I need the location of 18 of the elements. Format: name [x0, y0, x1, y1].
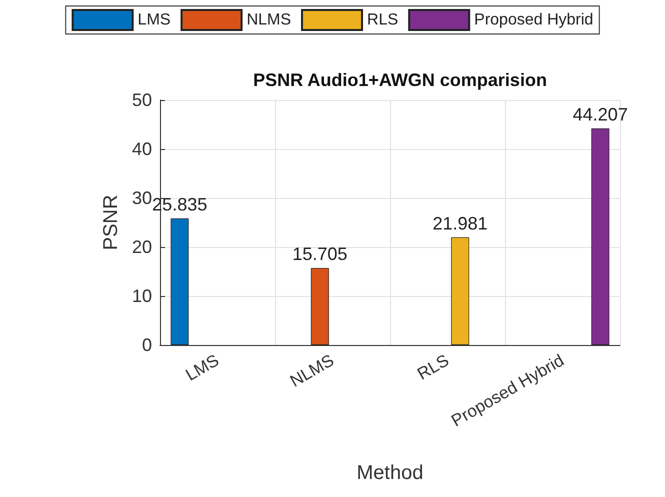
x-axis-title: Method [356, 462, 424, 484]
y-tick-label: 10 [132, 286, 152, 306]
legend-label: LMS [138, 12, 171, 28]
legend-label: Proposed Hybrid [474, 12, 594, 28]
y-tick-label: 30 [132, 188, 152, 208]
data-label: 15.705 [292, 244, 348, 264]
y-tick-label: 0 [142, 335, 152, 355]
y-tick-label: 40 [132, 139, 152, 159]
chart-title: PSNR Audio1+AWGN comparision [253, 70, 547, 90]
legend-label: NLMS [246, 12, 292, 28]
y-tick-label: 50 [132, 90, 152, 110]
data-label: 44.207 [572, 104, 628, 124]
x-tick-label: RLS [414, 350, 452, 384]
x-tick-label: LMS [182, 350, 222, 385]
y-tick-label: 20 [132, 237, 152, 257]
y-axis-title: PSNR [100, 194, 122, 250]
legend-label: RLS [367, 12, 398, 28]
data-label: 21.981 [432, 213, 488, 234]
